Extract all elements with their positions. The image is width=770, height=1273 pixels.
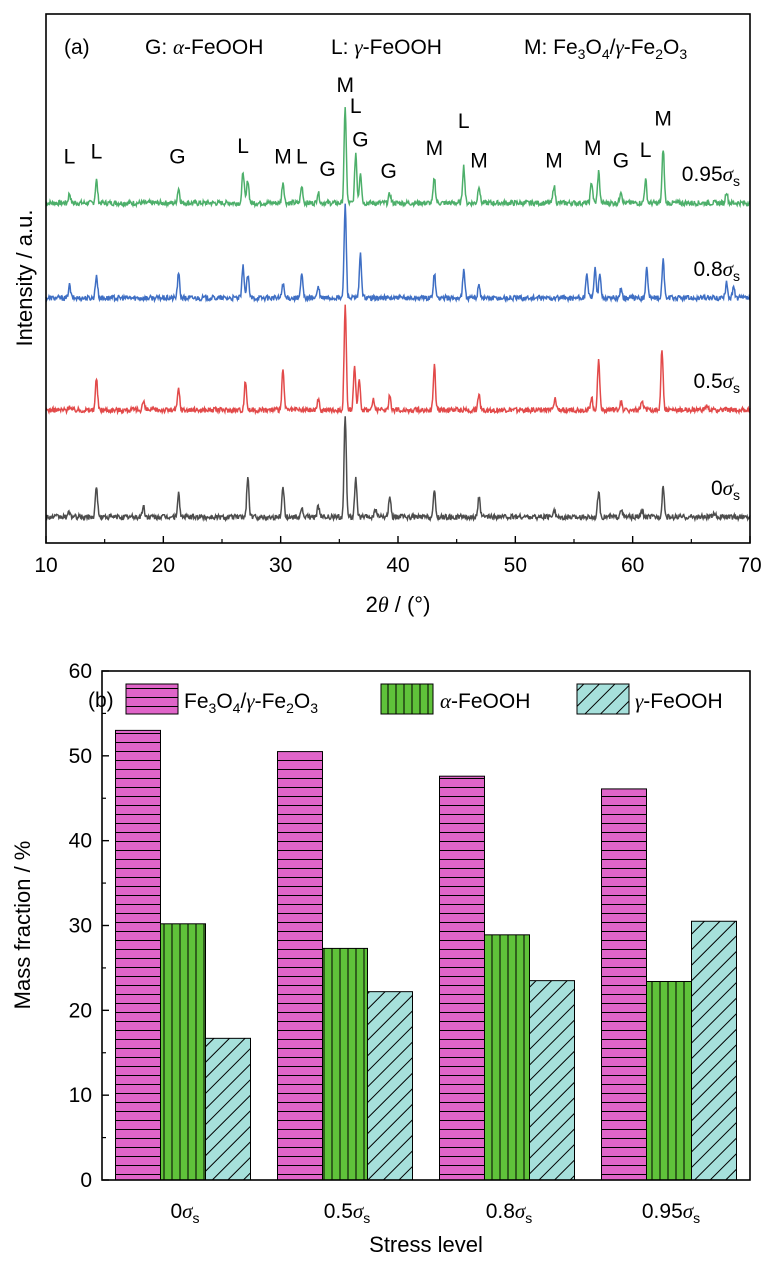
legend-label-gamma-feooh: γ-FeOOH [635,689,723,713]
bar [691,920,737,1181]
xrd-peak-label: M [654,108,672,131]
xrd-peak-label: M [336,74,354,97]
bar-y-tick-label: 50 [69,745,92,768]
xrd-peak-label: G [319,158,335,181]
xrd-peak-label: L [296,146,308,169]
xrd-legend-g: G: α-FeOOH [145,35,263,59]
xrd-x-tick-label: 40 [386,554,409,577]
xrd-peak-label: M [470,150,488,173]
bar [484,934,530,1181]
xrd-x-tick-label: 20 [152,554,175,577]
bar [601,788,647,1181]
xrd-peak-label: M [584,137,602,160]
xrd-peak-label: L [640,139,652,162]
legend-label-alpha-feooh: α-FeOOH [440,689,530,713]
xrd-series-label: 0.5σs [693,369,740,396]
xrd-series-line [45,416,751,523]
xrd-legend-l: L: γ-FeOOH [331,35,442,59]
bar-y-tick-label: 40 [69,830,92,853]
bar-x-tick-label: 0.95σs [642,1199,700,1226]
bar-x-tick-label: 0σs [170,1199,199,1226]
bar-x-tick-label: 0.8σs [486,1199,533,1226]
legend-swatch-alpha-feooh [380,683,434,715]
bar [439,775,485,1181]
xrd-x-tick-label: 50 [504,554,527,577]
xrd-x-tick-label: 30 [269,554,292,577]
xrd-peak-label: L [64,146,76,169]
xrd-x-axis-label: 2θ / (°) [366,592,431,617]
bar-y-tick-label: 20 [69,999,92,1022]
xrd-peak-label: M [545,150,563,173]
legend-label-fe3o4: Fe3O4/γ-Fe2O3 [184,689,318,716]
bar [115,729,161,1181]
xrd-plot-frame [45,13,751,544]
bar [160,923,206,1181]
bar-x-axis-label: Stress level [369,1232,483,1257]
xrd-series-labels: 0.95σs 0.8σs 0.5σs 0σs [682,162,740,503]
bar [646,980,692,1181]
bar-plot-frame [101,670,751,1181]
xrd-peak-label: L [91,140,103,163]
bar-y-tick-label: 0 [80,1169,92,1192]
xrd-legend-m: M: Fe3O4/γ-Fe2O3 [524,35,687,62]
xrd-x-tick-label: 70 [738,554,761,577]
bar-x-tick-label: 0.5σs [324,1199,371,1226]
xrd-peak-label: L [458,110,470,133]
bar-x-tick-labels: 0σs 0.5σs 0.8σs 0.95σs [170,1199,700,1226]
bar-panel-label: (b) [88,689,114,712]
bar-y-ticks: 0 10 20 30 40 50 60 [69,660,109,1192]
xrd-series-group [45,107,751,523]
xrd-series-label: 0σs [711,476,740,503]
xrd-peak-label: G [169,146,185,169]
xrd-peak-label: L [350,95,362,118]
xrd-peak-label: G [380,160,396,183]
bar [529,980,575,1181]
bar [367,991,413,1181]
xrd-x-ticks: 10 20 30 40 50 60 70 [34,536,762,577]
bar-y-tick-label: 60 [69,660,92,683]
legend-swatch-gamma-feooh [576,683,630,715]
xrd-series-line [45,203,751,304]
xrd-series-label: 0.8σs [693,257,740,284]
xrd-peak-label: M [274,146,292,169]
xrd-peak-label: G [613,150,629,173]
mass-fraction-panel: 0 10 20 30 40 50 60 0σs 0.5σs 0.8σs 0.95σs (b) Fe… [10,660,751,1257]
legend-swatch-fe3o4 [125,683,179,715]
xrd-x-tick-label: 60 [621,554,644,577]
xrd-series-line [45,304,751,416]
xrd-peak-label: G [352,129,368,152]
bar [205,1037,251,1181]
xrd-series-label: 0.95σs [682,162,740,189]
bar-marks [115,729,737,1181]
bar [322,947,368,1181]
xrd-series-line [45,107,751,209]
bar-y-tick-label: 30 [69,915,92,938]
bar-y-tick-label: 10 [69,1084,92,1107]
xrd-peak-label: L [237,135,249,158]
xrd-x-tick-label: 10 [34,554,57,577]
bar-y-axis-label: Mass fraction / % [10,841,35,1010]
xrd-panel-label: (a) [64,36,90,59]
bar [277,751,323,1181]
xrd-y-axis-label: Intensity / a.u. [12,210,37,347]
xrd-peak-label: M [426,137,444,160]
bar-legend: Fe3O4/γ-Fe2O3 α-FeOOH γ-FeOOH [125,683,723,716]
